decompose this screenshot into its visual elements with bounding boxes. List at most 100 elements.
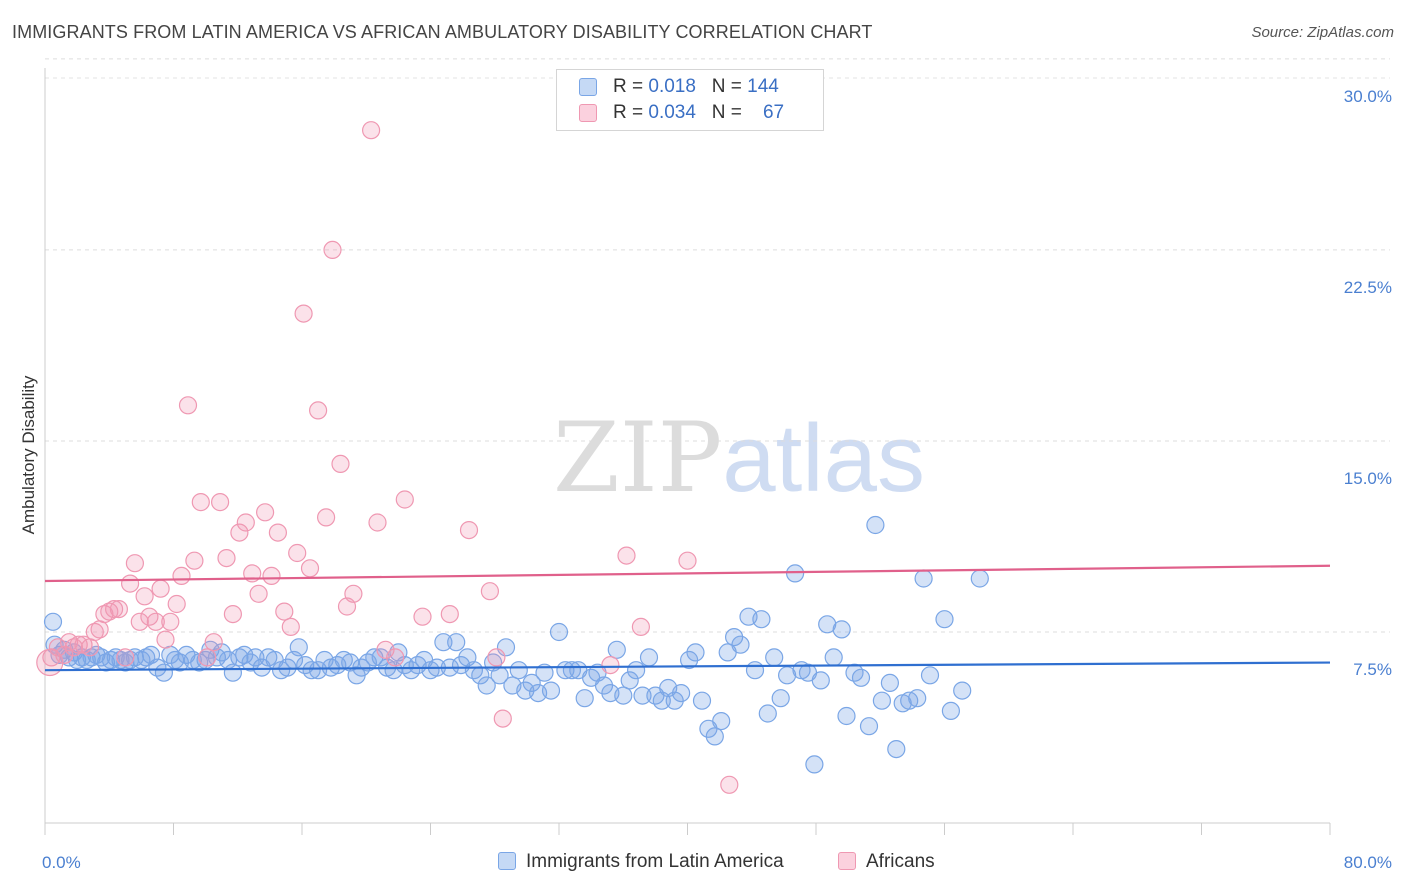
data-point-latin-america [447, 633, 466, 652]
r-value: 0.018 [648, 76, 696, 97]
data-point-africans [223, 604, 242, 624]
data-point-latin-america [522, 673, 541, 693]
n-label: N = [711, 102, 748, 123]
data-point-africans [172, 566, 191, 586]
data-point-africans [344, 584, 363, 603]
data-point-africans [317, 508, 336, 527]
data-point-latin-america [302, 661, 321, 680]
data-point-africans [156, 630, 175, 649]
data-point-latin-america [805, 755, 824, 774]
data-point-africans [135, 587, 154, 606]
data-point-latin-america [935, 610, 954, 629]
data-point-latin-america [941, 701, 961, 721]
data-point-africans [440, 604, 459, 624]
legend-swatch-blue [498, 852, 516, 870]
data-point-latin-america [549, 622, 569, 642]
y-tick-label: 7.5% [1353, 660, 1392, 679]
data-point-africans [125, 554, 144, 573]
data-point-latin-america [101, 650, 121, 670]
trend-line-africans [44, 564, 1331, 583]
data-point-africans [487, 648, 506, 667]
data-point-latin-america [705, 727, 724, 746]
watermark-atlas: atlas [722, 405, 925, 512]
data-point-latin-america [765, 648, 784, 667]
data-point-africans [362, 121, 381, 140]
data-point-latin-america [230, 648, 249, 667]
stats-legend: R = 0.018 N = 144 R = 0.034 N = 67 [556, 69, 824, 131]
data-point-latin-america [289, 638, 308, 657]
data-point-latin-america [535, 663, 554, 682]
data-point-latin-america [712, 711, 731, 731]
data-point-latin-america [752, 610, 771, 629]
data-point-africans [395, 490, 414, 509]
data-point-africans [268, 523, 287, 542]
legend-swatch-blue [579, 78, 597, 96]
data-point-africans [151, 579, 170, 598]
data-point-africans [198, 648, 217, 667]
data-point-latin-america [43, 612, 63, 631]
data-point-africans [178, 396, 198, 415]
data-point-africans [601, 655, 620, 675]
data-point-latin-america [970, 569, 989, 588]
data-point-africans [36, 648, 64, 677]
x-tick-label: 80.0% [1343, 853, 1392, 872]
data-point-africans [331, 454, 350, 473]
data-point-africans [309, 401, 328, 420]
data-point-africans [80, 638, 100, 657]
legend-label: Immigrants from Latin America [526, 851, 784, 872]
source-credit: Source: ZipAtlas.com [1251, 24, 1394, 41]
data-point-latin-america [785, 564, 805, 583]
data-point-africans [300, 559, 320, 578]
data-point-latin-america [235, 645, 254, 665]
data-point-latin-america [137, 648, 156, 667]
trend-line-latin-america [44, 661, 1331, 672]
data-point-latin-america [887, 739, 906, 759]
data-point-africans [161, 612, 180, 631]
data-point-latin-america [96, 653, 116, 672]
data-point-latin-america [509, 661, 528, 680]
data-point-africans [256, 503, 275, 522]
data-point-latin-america [477, 676, 496, 695]
r-label: R = [613, 76, 649, 97]
n-label: N = [711, 76, 748, 97]
data-point-africans [116, 648, 135, 667]
data-point-latin-america [724, 627, 744, 647]
data-point-africans [146, 612, 165, 631]
data-point-africans [376, 640, 395, 659]
data-point-latin-america [686, 643, 705, 662]
y-tick-label: 15.0% [1343, 469, 1392, 488]
data-point-latin-america [920, 666, 940, 685]
data-point-latin-america [953, 681, 972, 700]
data-point-latin-america [679, 650, 699, 670]
data-point-latin-america [246, 648, 265, 667]
data-point-africans [204, 633, 223, 652]
data-point-africans [386, 648, 405, 667]
n-value: 67 [762, 102, 785, 123]
data-point-latin-america [665, 691, 684, 710]
data-point-latin-america [818, 615, 837, 634]
legend-label: Africans [866, 851, 935, 872]
data-point-africans [262, 566, 281, 586]
data-point-africans [130, 612, 149, 631]
data-point-africans [617, 546, 636, 565]
legend-item-africans: Africans [838, 851, 935, 877]
data-point-latin-america [671, 683, 691, 703]
data-point-africans [413, 607, 432, 626]
data-point-latin-america [614, 686, 633, 705]
data-point-latin-america [811, 671, 830, 690]
data-point-latin-america [837, 706, 856, 726]
watermark: ZIPatlas [553, 402, 925, 514]
data-point-latin-america [731, 635, 750, 654]
data-point-latin-america [633, 686, 652, 705]
data-point-latin-america [851, 668, 871, 687]
legend-item-latin-america: Immigrants from Latin America [498, 851, 784, 877]
data-point-latin-america [626, 661, 646, 680]
data-point-latin-america [607, 640, 626, 659]
data-point-africans [631, 617, 651, 637]
data-point-africans [294, 304, 313, 323]
data-point-africans [459, 520, 479, 540]
data-point-latin-america [541, 681, 561, 700]
data-point-latin-america [914, 569, 933, 588]
data-point-latin-america [87, 645, 106, 665]
data-point-africans [85, 622, 104, 642]
